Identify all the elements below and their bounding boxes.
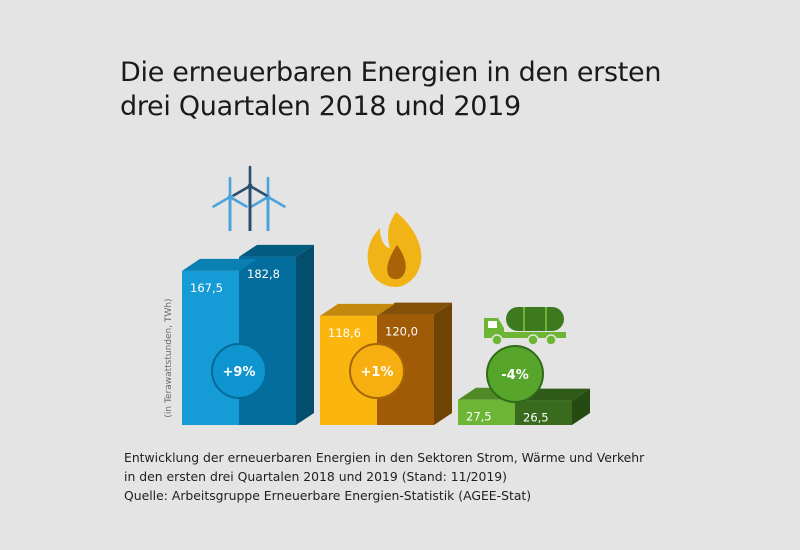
bar-group-verkehr: 26,5 27,5 -4% xyxy=(458,307,590,425)
chart-caption: Entwicklung der erneuerbaren Energien in… xyxy=(124,448,644,505)
bar-group-wrme: 120,0 118,6 +1% xyxy=(320,212,452,425)
value-label-2019: 26,5 xyxy=(523,411,549,425)
bar-side-2019 xyxy=(296,244,314,425)
value-label-2018: 27,5 xyxy=(466,410,492,424)
wind-turbines-icon xyxy=(212,165,286,231)
value-label-2019: 120,0 xyxy=(385,325,418,339)
chart-title-line-2: drei Quartalen 2018 und 2019 xyxy=(120,91,521,122)
caption-source: Quelle: Arbeitsgruppe Erneuerbare Energi… xyxy=(124,488,532,503)
bar-group-strom: 182,8 167,5 +9% xyxy=(182,165,314,425)
bar-top-2018 xyxy=(320,303,395,316)
value-label-2018: 167,5 xyxy=(190,281,223,295)
caption-line-1: Entwicklung der erneuerbaren Energien in… xyxy=(124,450,645,465)
change-label: +9% xyxy=(223,365,256,380)
flame-icon xyxy=(367,212,422,287)
bar-2019 xyxy=(515,400,572,425)
tanker-truck-icon xyxy=(484,307,566,346)
value-label-2018: 118,6 xyxy=(328,326,361,340)
change-badge xyxy=(211,343,267,399)
value-label-2019: 182,8 xyxy=(247,267,280,281)
bar-top-2019 xyxy=(239,244,314,257)
chart-title-line-1: Die erneuerbaren Energien in den ersten xyxy=(120,57,662,88)
caption-line-2: in den ersten drei Quartalen 2018 und 20… xyxy=(124,469,507,484)
bar-side-2019 xyxy=(572,388,590,425)
change-label: +1% xyxy=(361,365,394,380)
y-axis-label: (in Terawattstunden, TWh) xyxy=(164,298,174,417)
bar-2018 xyxy=(458,399,515,425)
chart-title: Die erneuerbaren Energien in den ersten … xyxy=(120,56,760,124)
bar-2019 xyxy=(239,256,296,425)
bar-side-2019 xyxy=(434,302,452,425)
change-badge xyxy=(349,343,405,399)
change-label: -4% xyxy=(501,368,528,383)
bar-top-2018 xyxy=(182,258,257,271)
change-badge xyxy=(486,345,544,403)
bar-top-2019 xyxy=(377,302,452,315)
